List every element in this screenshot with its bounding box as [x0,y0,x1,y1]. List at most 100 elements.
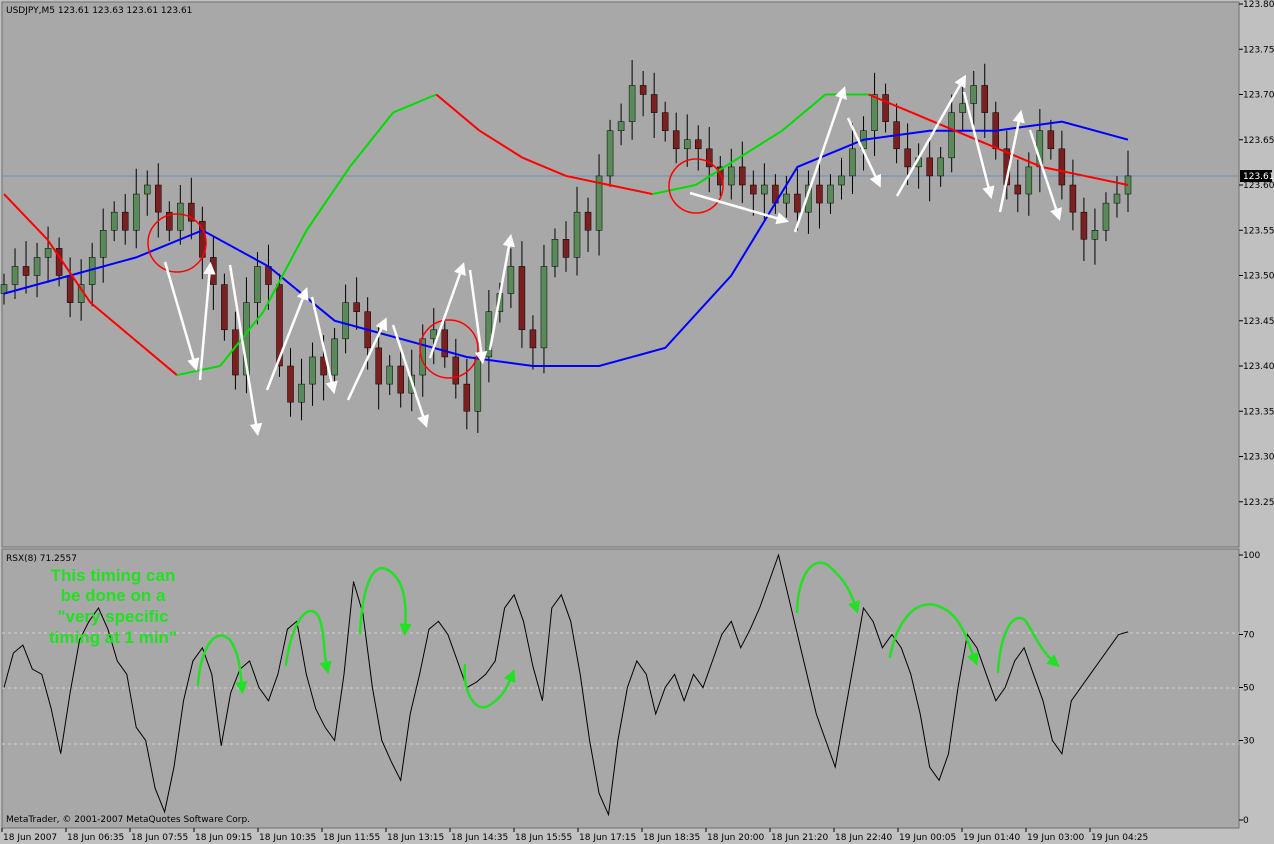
price-tick: 123.30 [1243,453,1274,463]
price-axis: 123.80 123.75 123.70 123.65 123.60 123.55 123.… [1239,0,1274,508]
candle-body [706,148,713,168]
time-tick: 18 Jun 21:20 [771,833,828,843]
time-tick: 18 Jun 13:15 [387,833,444,843]
candle-body [584,211,592,231]
price-tick: 123.55 [1243,226,1274,236]
candle-body [342,302,349,340]
candle-body [144,184,151,195]
price-tick: 123.45 [1243,317,1274,327]
fast-ma-segment [262,229,308,313]
annotation-text: This timing can be done on a "very speci… [49,566,177,647]
fast-ma-segment [781,93,827,132]
candle-body [882,94,889,122]
candle-body [926,157,933,177]
candle-body [617,121,625,131]
rsx-tick: 70 [1243,631,1255,641]
candle-body [937,157,944,177]
candle-body [529,329,537,349]
time-tick: 18 Jun 17:15 [579,833,636,843]
candle-body [210,257,217,285]
candle-body [221,284,228,331]
rsx-tick: 30 [1243,737,1255,747]
candle-body [1058,148,1066,186]
time-tick: 19 Jun 00:05 [899,833,956,843]
candle-body [1047,130,1055,150]
fast-ma-segment [652,184,696,196]
candle-body [661,112,669,131]
fast-ma-segment [1084,174,1129,186]
fast-ma-segment [392,93,437,114]
candle-body [375,347,382,385]
candle-body [650,94,658,113]
rsx-axis: 100 70 50 30 0 [1239,551,1260,826]
candle-body [750,184,757,195]
circle-1 [147,213,207,273]
price-tick: 123.40 [1243,362,1274,372]
current-price-badge-bg [1240,170,1272,182]
price-tick: 123.70 [1243,91,1274,101]
symbol-label: USDJPY,M5 [6,6,55,16]
copyright-text: MetaTrader, © 2001-2007 MetaQuotes Softw… [6,815,250,825]
price-tick: 123.65 [1243,136,1274,146]
candle-body [331,338,338,376]
candle-body [243,302,250,376]
fast-ma-segment [349,111,394,168]
candle-body [276,284,283,367]
candle-body [639,85,647,95]
price-pane[interactable] [1,1,1240,548]
price-tick: 123.25 [1243,498,1274,508]
candle-body [463,383,471,412]
annotation-line-3: "very specific [57,607,168,626]
time-tick: 18 Jun 15:55 [515,833,572,843]
time-tick: 19 Jun 04:25 [1091,833,1148,843]
candle-body [948,112,955,159]
fast-ma-segment [479,129,524,159]
candle-body [606,130,614,177]
price-tick: 123.80 [1243,0,1274,10]
candle-body [320,356,327,376]
candle-body [540,266,548,349]
time-tick: 18 Jun 18:35 [643,833,700,843]
candle-body [298,383,305,403]
fast-ma-segment [133,338,178,376]
candle-body [595,175,603,231]
candle-body [838,175,845,186]
rsx-tick: 0 [1243,816,1249,826]
candle-body [44,248,52,258]
candle-body [871,94,878,131]
candle-body [155,184,162,213]
candle-body [981,85,988,113]
circle-2 [419,319,479,379]
candle-body [419,338,426,376]
green-swing-marks [196,561,1060,709]
candle-body [441,329,449,358]
candle-body [33,257,41,276]
candle-body [452,356,460,385]
rsx-level-lines [2,632,1239,745]
fast-ma-segment [997,147,1042,168]
candle-body [430,329,438,340]
fast-ma-segment [738,129,783,159]
candle-body [970,85,977,104]
candle-body [1102,202,1110,231]
candle-body [573,211,581,258]
time-tick: 18 Jun 22:40 [835,833,892,843]
candle-body [518,266,526,331]
rsx-tick: 100 [1243,551,1260,561]
candle-body [1069,184,1077,213]
time-tick: 18 Jun 09:15 [195,833,252,843]
candle-body [177,202,184,231]
candle-body [739,166,746,186]
candle-body [551,239,559,267]
fast-ma-segment [46,238,92,304]
candle-body [309,356,316,385]
rsx-tick: 50 [1243,684,1255,694]
candle-body [474,356,482,412]
candle-body [397,365,404,394]
candle-body [562,239,570,258]
fast-ma-segment [3,193,48,240]
price-tick: 123.75 [1243,45,1274,55]
candle-body [783,193,790,204]
candle-body [386,365,393,385]
